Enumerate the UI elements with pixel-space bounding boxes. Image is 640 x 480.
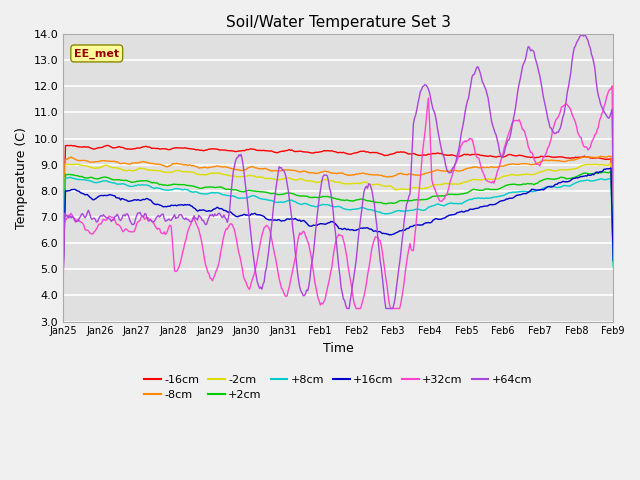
- Y-axis label: Temperature (C): Temperature (C): [15, 127, 28, 228]
- Legend: -16cm, -8cm, -2cm, +2cm, +8cm, +16cm, +32cm, +64cm: -16cm, -8cm, -2cm, +2cm, +8cm, +16cm, +3…: [140, 370, 536, 405]
- Text: EE_met: EE_met: [74, 48, 119, 59]
- Title: Soil/Water Temperature Set 3: Soil/Water Temperature Set 3: [226, 15, 451, 30]
- X-axis label: Time: Time: [323, 342, 353, 355]
